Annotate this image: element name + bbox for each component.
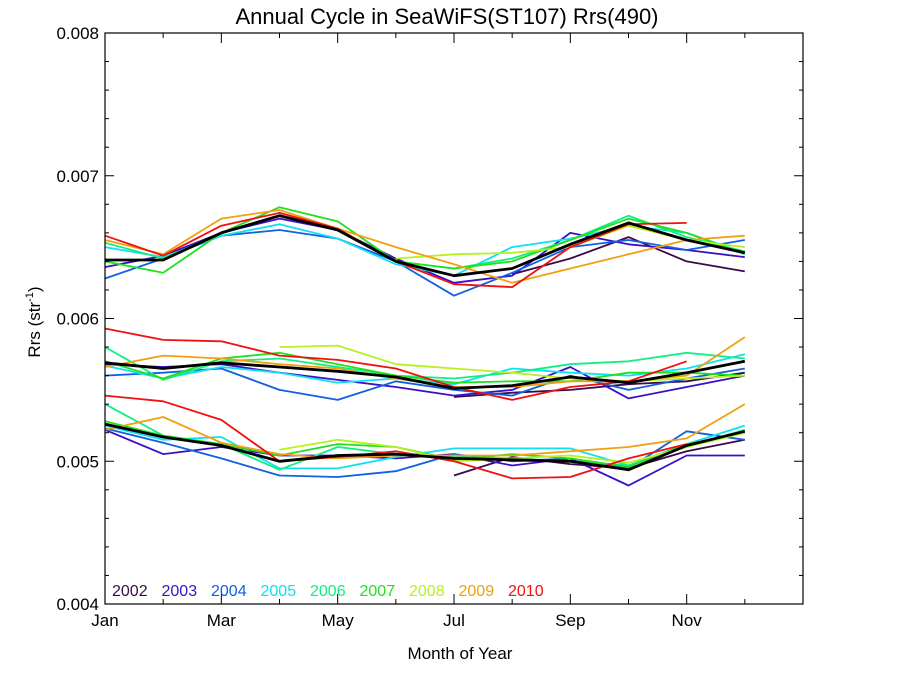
legend-entry-2007: 2007 [360,583,396,600]
mean-layer [104,214,746,472]
y-tick-label-2: 0.006 [56,310,99,329]
y-tick-label-4: 0.008 [56,24,99,43]
y-axis-title-close: ) [25,286,44,292]
series-line-2009-band-1 [104,209,745,284]
y-axis-title-main: Rrs (str [25,302,44,358]
series-line-2004-band-1 [104,229,745,297]
series-line-2010-band-3 [104,394,687,480]
y-axis-title-superscript: -1 [24,292,36,302]
series-line-2008-band-2 [279,344,745,383]
legend-entry-2006: 2006 [310,583,346,600]
legend-entry-2005: 2005 [261,583,297,600]
y-tick-label-1: 0.005 [56,452,99,471]
x-tick-label-sep: Sep [555,611,585,630]
ticks-layer: 0.004 0.005 0.006 0.007 0.008 Jan Mar May Jul Sep… [56,24,803,630]
chart-title: Annual Cycle in SeaWiFS(ST107) Rrs(490) [235,4,658,29]
mean-line-band-2 [104,359,746,390]
series-line-2010-band-1 [104,212,687,288]
legend-entry-2003: 2003 [162,583,198,600]
x-tick-label-jul: Jul [443,611,465,630]
y-axis-title: Rrs (str-1) [24,286,44,357]
legend-entry-2010: 2010 [508,583,544,600]
series-line-2007-band-2 [104,351,745,384]
x-tick-label-may: May [322,611,355,630]
mean-line-band-1 [105,214,746,278]
legend-entry-2008: 2008 [409,583,445,600]
legend-entry-2004: 2004 [211,583,247,600]
x-tick-label-jan: Jan [91,611,118,630]
plot-frame [104,32,804,605]
x-tick-label-mar: Mar [207,611,237,630]
series-line-2010-band-2 [104,327,687,401]
x-tick-label-nov: Nov [672,611,703,630]
y-tick-label-0: 0.004 [56,595,99,614]
series-line-2007-band-1 [104,206,746,274]
series-line-2002-band-1 [511,236,745,276]
legend: 2002 2003 2004 2005 2006 2007 2008 2009 2010 [112,583,544,600]
y-tick-label-3: 0.007 [56,167,99,186]
x-axis-title: Month of Year [408,644,513,663]
mean-line-band-3 [104,422,746,472]
legend-entry-2009: 2009 [459,583,495,600]
legend-entry-2002: 2002 [112,583,148,600]
series-line-2002-band-2 [453,371,745,398]
